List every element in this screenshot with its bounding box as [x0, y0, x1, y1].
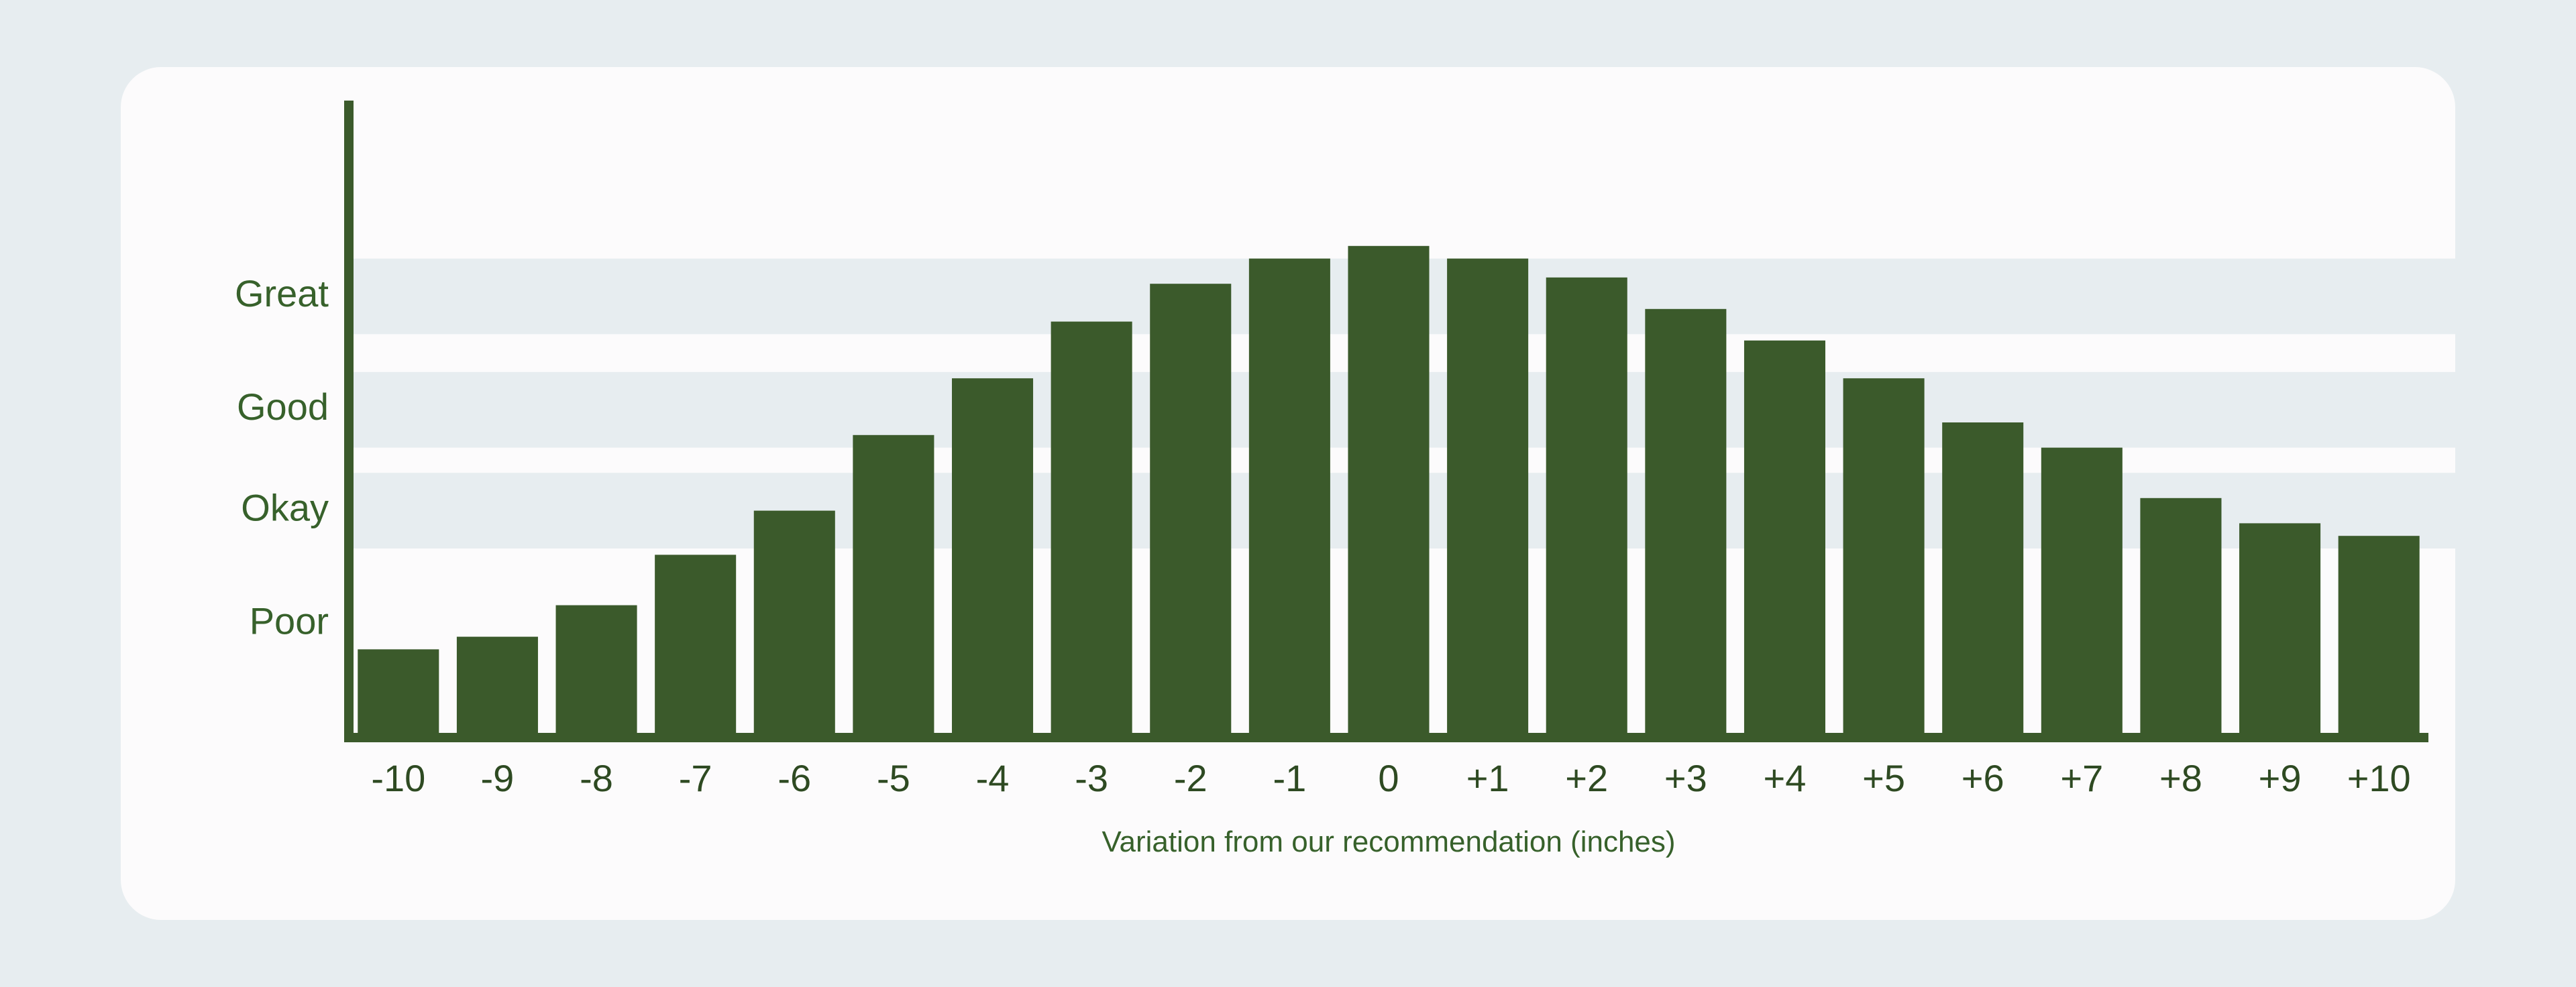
bar	[2239, 523, 2320, 738]
x-tick-label: +3	[1664, 757, 1707, 799]
bar	[1249, 259, 1330, 738]
bar	[853, 435, 934, 738]
x-tick-label: -6	[777, 757, 811, 799]
bar	[952, 378, 1033, 738]
x-tick-label: +10	[2347, 757, 2411, 799]
x-tick-label: -4	[976, 757, 1010, 799]
bar	[1348, 246, 1429, 738]
x-tick-label: -7	[679, 757, 712, 799]
x-tick-label: -10	[371, 757, 425, 799]
bar	[1645, 309, 1726, 738]
x-tick-label: -9	[481, 757, 515, 799]
bar	[1744, 341, 1825, 738]
x-tick-label: -1	[1273, 757, 1306, 799]
variation-bar-chart: GreatGoodOkayPoor-10-9-8-7-6-5-4-3-2-10+…	[121, 67, 2455, 920]
bar	[1051, 322, 1132, 738]
bar	[2339, 536, 2420, 738]
chart-card: GreatGoodOkayPoor-10-9-8-7-6-5-4-3-2-10+…	[121, 67, 2455, 920]
y-tick-label: Poor	[250, 600, 329, 642]
bar	[1942, 422, 2023, 738]
bar	[754, 511, 835, 738]
x-tick-label: +9	[2259, 757, 2302, 799]
bar	[1546, 278, 1627, 738]
y-tick-label: Okay	[241, 486, 329, 528]
bar	[457, 637, 538, 738]
y-tick-label: Good	[237, 386, 329, 428]
y-tick-label: Great	[235, 272, 329, 314]
x-tick-label: +1	[1466, 757, 1509, 799]
x-tick-label: +7	[2060, 757, 2103, 799]
bar	[1843, 378, 1925, 738]
bar	[655, 555, 736, 738]
page-background: GreatGoodOkayPoor-10-9-8-7-6-5-4-3-2-10+…	[0, 0, 2576, 987]
x-tick-label: +8	[2159, 757, 2202, 799]
bar	[1150, 284, 1231, 738]
x-axis-title: Variation from our recommendation (inche…	[1102, 825, 1675, 858]
x-tick-label: -2	[1174, 757, 1208, 799]
bar	[1447, 259, 1528, 738]
bar	[2140, 498, 2221, 738]
bar	[556, 605, 637, 738]
x-tick-label: 0	[1378, 757, 1399, 799]
x-tick-label: +4	[1764, 757, 1807, 799]
x-tick-label: +2	[1565, 757, 1608, 799]
x-tick-label: +6	[1962, 757, 2004, 799]
bar	[2041, 448, 2123, 738]
bar	[358, 649, 439, 738]
x-tick-label: -3	[1075, 757, 1108, 799]
x-tick-label: -8	[580, 757, 613, 799]
x-tick-label: +5	[1862, 757, 1905, 799]
x-tick-label: -5	[877, 757, 910, 799]
